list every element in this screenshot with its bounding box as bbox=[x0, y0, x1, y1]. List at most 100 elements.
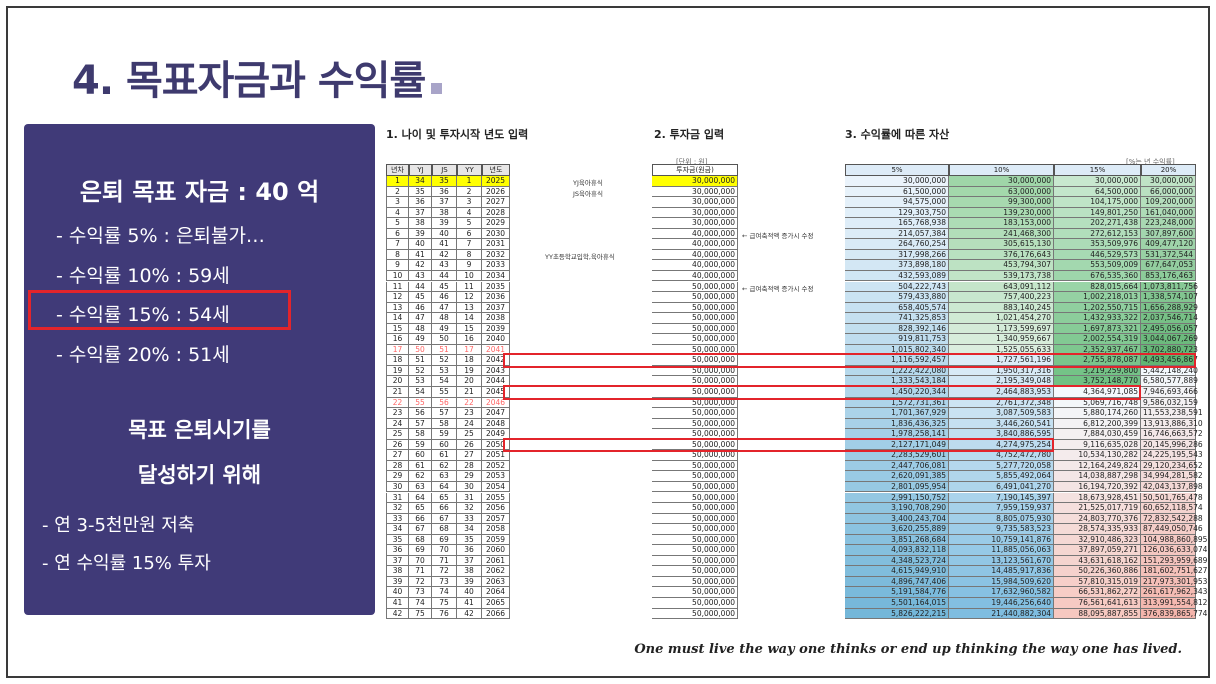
table-cell: 40 bbox=[457, 587, 482, 598]
table-cell: 109,200,000 bbox=[1141, 197, 1196, 208]
table-cell: 27 bbox=[457, 450, 482, 461]
table-cell: 57 bbox=[432, 408, 457, 419]
table-cell: 13 bbox=[386, 302, 409, 314]
table-cell: 42 bbox=[409, 260, 432, 271]
table-cell: 7,946,693,466 bbox=[1141, 387, 1198, 398]
table-cell: 1,450,220,344 bbox=[845, 387, 949, 398]
table-cell: 31 bbox=[457, 492, 482, 504]
table-cell: 2033 bbox=[482, 260, 510, 271]
table-cell: 2063 bbox=[482, 576, 510, 588]
table-cell: 3,620,255,889 bbox=[845, 524, 949, 535]
table-cell: 139,230,000 bbox=[949, 207, 1054, 219]
table-cell: 76,561,641,613 bbox=[1054, 598, 1141, 609]
table-cell: 11,553,238,591 bbox=[1141, 408, 1203, 419]
table-cell: 74 bbox=[409, 598, 432, 609]
table-cell: 2039 bbox=[482, 323, 510, 335]
table-cell: 14,038,887,298 bbox=[1054, 471, 1141, 482]
table-cell: 50,000,000 bbox=[652, 492, 738, 504]
table-cell: 40,000,000 bbox=[652, 228, 738, 240]
table-cell: 67 bbox=[409, 524, 432, 535]
table-cell: 7 bbox=[457, 239, 482, 250]
table-cell: 37,897,059,271 bbox=[1054, 545, 1141, 556]
table-cell: 87,449,050,746 bbox=[1141, 524, 1203, 535]
table-cell: 54 bbox=[409, 387, 432, 398]
table-cell: 2 bbox=[386, 186, 409, 198]
target-year-highlight bbox=[503, 437, 1054, 453]
table-cell: 14 bbox=[457, 313, 482, 324]
table-cell: 35 bbox=[457, 534, 482, 546]
table-cell: 50,226,360,886 bbox=[1054, 566, 1141, 577]
table-cell: 52 bbox=[432, 355, 457, 366]
table-cell: 42 bbox=[457, 608, 482, 620]
table-cell: 409,477,120 bbox=[1141, 239, 1196, 250]
table-cell: 58 bbox=[432, 418, 457, 430]
table-cell: 37 bbox=[409, 207, 432, 219]
table-cell: 57,810,315,019 bbox=[1054, 576, 1141, 588]
table-cell: 74 bbox=[432, 587, 457, 598]
table-cell: 37 bbox=[432, 197, 457, 208]
table-cell: 4,896,747,406 bbox=[845, 576, 949, 588]
column-header: 20% bbox=[1141, 164, 1196, 176]
table-cell: 43 bbox=[432, 260, 457, 271]
table-cell: 30,000,000 bbox=[949, 176, 1054, 187]
table-cell: 1,656,288,929 bbox=[1141, 302, 1198, 314]
table-cell: 3 bbox=[386, 197, 409, 208]
table-cell: 20,145,996,286 bbox=[1141, 439, 1203, 451]
table-cell: 50,000,000 bbox=[652, 397, 738, 409]
table-cell: 71 bbox=[409, 566, 432, 577]
table-cell: 5 bbox=[386, 218, 409, 229]
table-cell: 50,000,000 bbox=[652, 524, 738, 535]
table-cell: 2058 bbox=[482, 524, 510, 535]
table-cell: 6,491,041,270 bbox=[949, 481, 1054, 493]
table-cell: 2027 bbox=[482, 197, 510, 208]
unit-label-won: [단위 : 원] bbox=[676, 158, 708, 166]
table-cell: 40 bbox=[386, 587, 409, 598]
table-cell: 50,000,000 bbox=[652, 460, 738, 472]
slide-title: 4. 목표자금과 수익률 bbox=[72, 48, 443, 106]
table-cell: 1,002,218,013 bbox=[1054, 292, 1141, 303]
table-cell: 21 bbox=[386, 387, 409, 398]
table-cell: 3,219,259,800 bbox=[1054, 365, 1141, 377]
table-cell: 21 bbox=[457, 387, 482, 398]
table-cell: 6,812,200,399 bbox=[1054, 418, 1141, 430]
table-cell: 3 bbox=[457, 197, 482, 208]
table-cell: 3,044,067,269 bbox=[1141, 334, 1198, 345]
table-cell: 223,248,000 bbox=[1141, 218, 1196, 229]
table-cell: 66 bbox=[432, 503, 457, 514]
table-cell: 50,000,000 bbox=[652, 513, 738, 525]
table-cell: 18,673,928,451 bbox=[1054, 492, 1141, 504]
rate-10-line: - 수익률 10% : 59세 bbox=[56, 265, 230, 287]
table-cell: 68 bbox=[409, 534, 432, 546]
table-cell: 1,173,599,697 bbox=[949, 323, 1054, 335]
table-cell: 8,805,075,930 bbox=[949, 513, 1054, 525]
table-cell: 50,000,000 bbox=[652, 408, 738, 419]
slide-title-text: 4. 목표자금과 수익률 bbox=[72, 58, 426, 104]
table-cell: 61,500,000 bbox=[845, 186, 949, 198]
table-cell: 19 bbox=[457, 365, 482, 377]
table-cell: 50,000,000 bbox=[652, 365, 738, 377]
table-cell: 2,991,150,752 bbox=[845, 492, 949, 504]
table-cell: 8 bbox=[457, 249, 482, 261]
table-cell: 1,116,592,457 bbox=[845, 355, 949, 366]
target-year-highlight bbox=[503, 385, 1141, 400]
table-cell: 10 bbox=[457, 270, 482, 282]
table-cell: 63 bbox=[432, 471, 457, 482]
table-cell: 44 bbox=[432, 270, 457, 282]
table-cell: 183,153,000 bbox=[949, 218, 1054, 229]
table-cell: 2,755,878,087 bbox=[1054, 355, 1141, 366]
table-cell: 10,759,141,876 bbox=[949, 534, 1054, 546]
table-cell: 5,880,174,260 bbox=[1054, 408, 1141, 419]
table-cell: 2061 bbox=[482, 555, 510, 567]
table-cell: 35 bbox=[409, 186, 432, 198]
table-cell: 22 bbox=[386, 397, 409, 409]
table-cell: 50,000,000 bbox=[652, 334, 738, 345]
table-cell: 30,000,000 bbox=[652, 186, 738, 198]
table-cell: 2,620,091,385 bbox=[845, 471, 949, 482]
table-cell: 5,501,164,015 bbox=[845, 598, 949, 609]
table-cell: 2053 bbox=[482, 471, 510, 482]
table-cell: 28,574,335,933 bbox=[1054, 524, 1141, 535]
table-cell: 40,000,000 bbox=[652, 260, 738, 271]
row-note: YJ육아휴식 bbox=[573, 179, 603, 187]
table-cell: 50,000,000 bbox=[652, 555, 738, 567]
table-cell: 5,069,716,748 bbox=[1054, 397, 1141, 409]
